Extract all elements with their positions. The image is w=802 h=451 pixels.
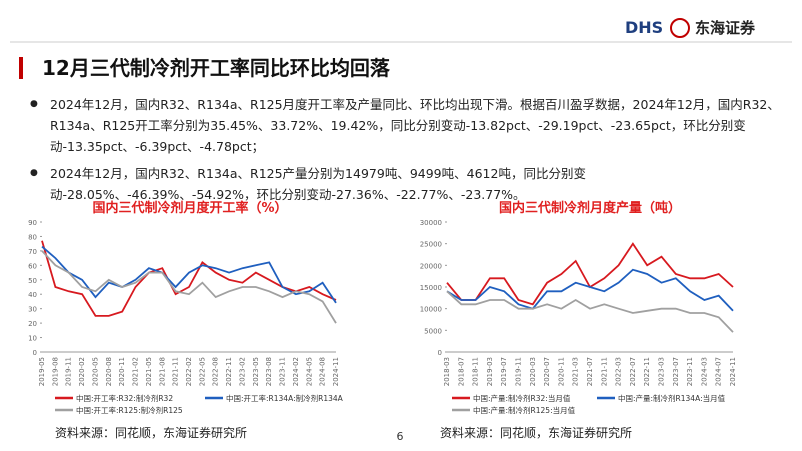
x-tick-label: 2020-11 — [557, 357, 565, 386]
x-tick-label: 2022-02 — [185, 357, 193, 386]
x-tick-label: 2024-07 — [715, 357, 723, 386]
x-tick-label: 2020-03 — [529, 357, 537, 386]
line — [41, 250, 337, 324]
x-tick-label: 2022-07 — [629, 357, 637, 386]
y-tick-label: 30000 — [420, 219, 442, 227]
x-tick-label: 2018-11 — [472, 357, 480, 386]
x-tick-label: 2023-05 — [252, 357, 260, 386]
x-tick-label: 2020-05 — [91, 357, 99, 386]
x-tick-label: 2020-02 — [78, 357, 86, 386]
x-tick-label: 2024-02 — [292, 357, 300, 386]
x-tick-label: 2020-07 — [543, 357, 551, 386]
legend-label: 中国:开工率:R125:制冷剂R125 — [76, 405, 183, 415]
x-tick-label: 2021-07 — [586, 357, 594, 386]
x-tick-label: 2018-03 — [443, 357, 451, 386]
y-tick-label: 30 — [28, 306, 37, 314]
x-tick-label: 2019-11 — [515, 357, 523, 386]
x-tick-label: 2024-03 — [700, 357, 708, 386]
y-tick-label: 10 — [28, 335, 37, 343]
x-tick-label: 2023-11 — [279, 357, 287, 386]
x-tick-label: 2021-08 — [158, 357, 166, 386]
x-tick-label: 2021-02 — [132, 357, 140, 386]
y-tick-label: 10000 — [420, 306, 442, 314]
x-tick-label: 2020-08 — [105, 357, 113, 386]
x-tick-label: 2023-02 — [238, 357, 246, 386]
y-tick-label: 0 — [33, 349, 37, 357]
legend-label: 中国:产量:制冷剂R125:当月值 — [473, 405, 576, 415]
x-tick-label: 2023-07 — [672, 357, 680, 386]
x-tick-label: 2023-08 — [265, 357, 273, 386]
x-tick-label: 2024-11 — [332, 357, 340, 386]
x-tick-label: 2021-11 — [600, 357, 608, 386]
x-tick-label: 2023-11 — [686, 357, 694, 386]
x-tick-label: 2019-08 — [51, 357, 59, 386]
x-tick-label: 2022-03 — [615, 357, 623, 386]
x-tick-label: 2019-03 — [486, 357, 494, 386]
x-tick-label: 2022-11 — [643, 357, 651, 386]
y-tick-label: 15000 — [420, 284, 442, 292]
line — [446, 268, 734, 312]
x-tick-label: 2021-11 — [172, 357, 180, 386]
logo-icon — [670, 18, 690, 38]
x-tick-label: 2024-11 — [729, 357, 737, 386]
x-tick-label: 2021-03 — [572, 357, 580, 386]
source-note: 资料来源：同花顺，东海证券研究所 — [55, 425, 247, 440]
x-tick-label: 2022-11 — [225, 357, 233, 386]
x-tick-label: 2022-05 — [198, 357, 206, 386]
line — [446, 290, 734, 333]
logo-cn: 东海证券 — [695, 19, 756, 37]
legend-label: 中国:开工率:R32:制冷剂R32 — [76, 393, 173, 403]
source-note: 资料来源：同花顺，东海证券研究所 — [440, 425, 632, 440]
legend-label: 中国:产量:制冷剂R134A:当月值 — [618, 393, 726, 403]
x-tick-label: 2020-11 — [118, 357, 126, 386]
y-tick-label: 20 — [28, 320, 37, 328]
line — [41, 245, 337, 304]
y-tick-label: 20000 — [420, 262, 442, 270]
y-tick-label: 0 — [438, 349, 442, 357]
y-tick-label: 40 — [28, 291, 37, 299]
slide-title: 12月三代制冷剂开工率同比环比均回落 — [42, 56, 391, 80]
y-tick-label: 90 — [28, 219, 37, 227]
y-tick-label: 60 — [28, 262, 37, 270]
logo-latin: DHS — [625, 18, 663, 37]
bullet: 2024年12月，国内R32、R134a、R125月度开工率及产量同比、环比均出… — [30, 94, 780, 157]
y-tick-label: 5000 — [424, 327, 442, 335]
x-tick-label: 2019-07 — [500, 357, 508, 386]
page-number: 6 — [397, 430, 404, 443]
x-tick-label: 2024-08 — [319, 357, 327, 386]
y-tick-label: 50 — [28, 277, 37, 285]
title-marker — [19, 57, 23, 79]
x-tick-label: 2022-08 — [212, 357, 220, 386]
legend-label: 中国:开工率:R134A:制冷剂R134A — [226, 393, 344, 403]
x-tick-label: 2019-11 — [65, 357, 73, 386]
x-tick-label: 2024-05 — [305, 357, 313, 386]
y-tick-label: 70 — [28, 248, 37, 256]
x-tick-label: 2018-07 — [457, 357, 465, 386]
x-tick-label: 2021-05 — [145, 357, 153, 386]
x-tick-label: 2023-03 — [658, 357, 666, 386]
legend-label: 中国:产量:制冷剂R32:当月值 — [473, 393, 571, 403]
y-tick-label: 25000 — [420, 241, 442, 249]
x-tick-label: 2019-05 — [38, 357, 46, 386]
y-tick-label: 80 — [28, 233, 37, 241]
bullet: 2024年12月，国内R32、R134a、R125产量分别为14979吨、949… — [30, 163, 780, 205]
bullet-list: 2024年12月，国内R32、R134a、R125月度开工率及产量同比、环比均出… — [30, 94, 780, 211]
